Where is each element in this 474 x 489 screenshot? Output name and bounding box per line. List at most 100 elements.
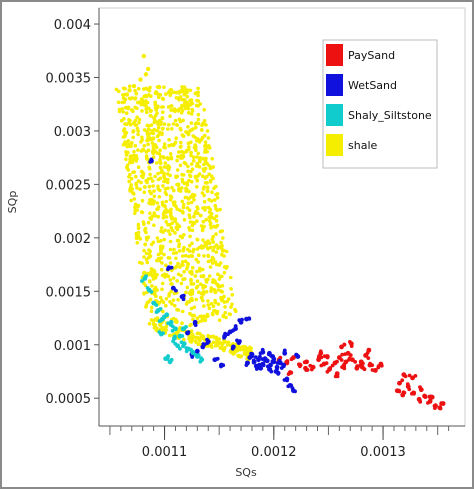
shale-point — [123, 132, 128, 136]
shale-point — [190, 291, 195, 296]
shale-point — [211, 304, 216, 309]
shale-point — [198, 266, 202, 271]
shale-point — [159, 256, 164, 260]
shale-point — [201, 238, 205, 242]
x-tick-label: 0.0012 — [251, 445, 297, 460]
shale-point — [164, 303, 168, 308]
wetsand-point — [231, 345, 236, 349]
shale-point — [190, 228, 195, 233]
shale-point — [215, 195, 220, 200]
shale-point — [156, 122, 160, 126]
shale-point — [136, 226, 141, 231]
legend-swatch — [326, 74, 343, 96]
shale-point — [146, 255, 151, 260]
shale-point — [184, 290, 188, 295]
shale-point — [121, 110, 125, 114]
shale-point — [155, 207, 159, 211]
shale-point — [151, 147, 156, 151]
shale-point — [168, 333, 172, 338]
shale-point — [196, 99, 201, 103]
shale-point — [132, 157, 137, 161]
shale-point — [180, 149, 184, 154]
shale-point — [196, 206, 200, 211]
shale-point — [196, 342, 201, 347]
shale-point — [182, 233, 186, 237]
shale-point — [223, 346, 227, 350]
shale-point — [183, 277, 187, 281]
shale-point — [122, 127, 127, 131]
shale-point — [213, 203, 218, 208]
shale-point — [200, 335, 204, 339]
wetsand-point — [223, 331, 228, 336]
shale-point — [163, 161, 168, 165]
shale-point — [229, 275, 233, 280]
y-ticks: 0.0005 0.001 0.0015 0.002 0.0025 0.003 0.0035 0… — [46, 18, 99, 407]
wetsand-point — [260, 347, 265, 352]
shale-point — [196, 86, 200, 91]
shale-point — [209, 212, 214, 216]
shale-point — [149, 217, 153, 221]
shale-point — [132, 153, 136, 158]
shale-point — [160, 200, 165, 205]
shale-point — [214, 219, 219, 223]
shale-point — [152, 127, 157, 132]
paysand-point — [407, 387, 412, 392]
shale-point — [206, 314, 210, 318]
shale-point — [186, 141, 191, 146]
shale-point — [225, 299, 229, 304]
shale-point — [214, 243, 219, 247]
shale-point — [187, 145, 191, 149]
wetsand-point — [251, 360, 256, 365]
wetsand-point — [172, 286, 176, 291]
shale-point — [132, 197, 137, 201]
shale-point — [238, 355, 243, 359]
wetsand-point — [233, 324, 238, 328]
shale-point — [218, 229, 223, 234]
shaly-siltstone-point — [181, 344, 185, 349]
shale-point — [182, 217, 187, 222]
shale-point — [160, 281, 165, 286]
shale-point — [149, 94, 153, 98]
wetsand-point — [247, 316, 252, 321]
paysand-point — [367, 348, 371, 353]
paysand-point — [413, 374, 418, 378]
paysand-point — [353, 360, 358, 364]
shale-point — [127, 175, 131, 179]
shale-point — [142, 94, 146, 99]
shale-point — [162, 237, 166, 242]
shale-point — [159, 247, 163, 252]
shale-point — [195, 155, 199, 159]
shale-point — [195, 237, 200, 242]
shale-point — [186, 247, 190, 252]
shale-point — [174, 251, 179, 255]
shale-point — [202, 304, 206, 308]
shale-point — [173, 219, 177, 223]
shale-point — [180, 309, 185, 314]
y-axis-title: SQp — [6, 191, 19, 214]
shale-point — [210, 190, 214, 194]
shale-point — [150, 141, 155, 145]
wetsand-point — [268, 367, 273, 372]
shale-point — [199, 137, 204, 142]
shale-point — [205, 185, 210, 190]
shale-point — [123, 122, 127, 126]
shale-point — [150, 284, 154, 288]
shale-point — [162, 175, 167, 179]
shale-point — [220, 295, 225, 300]
shaly-siltstone-point — [149, 290, 154, 294]
y-tick-label: 0.0015 — [46, 285, 92, 300]
shale-points — [114, 53, 254, 362]
shale-point — [136, 165, 141, 169]
shale-point — [191, 155, 196, 159]
shale-point — [214, 184, 218, 189]
shale-point — [191, 317, 195, 322]
shale-point — [201, 174, 205, 178]
paysand-point — [289, 357, 294, 362]
shale-point — [134, 91, 139, 96]
shale-point — [151, 240, 156, 245]
shale-point — [158, 323, 162, 327]
shale-point — [155, 161, 159, 165]
shale-point — [214, 335, 219, 340]
shale-point — [201, 267, 205, 272]
